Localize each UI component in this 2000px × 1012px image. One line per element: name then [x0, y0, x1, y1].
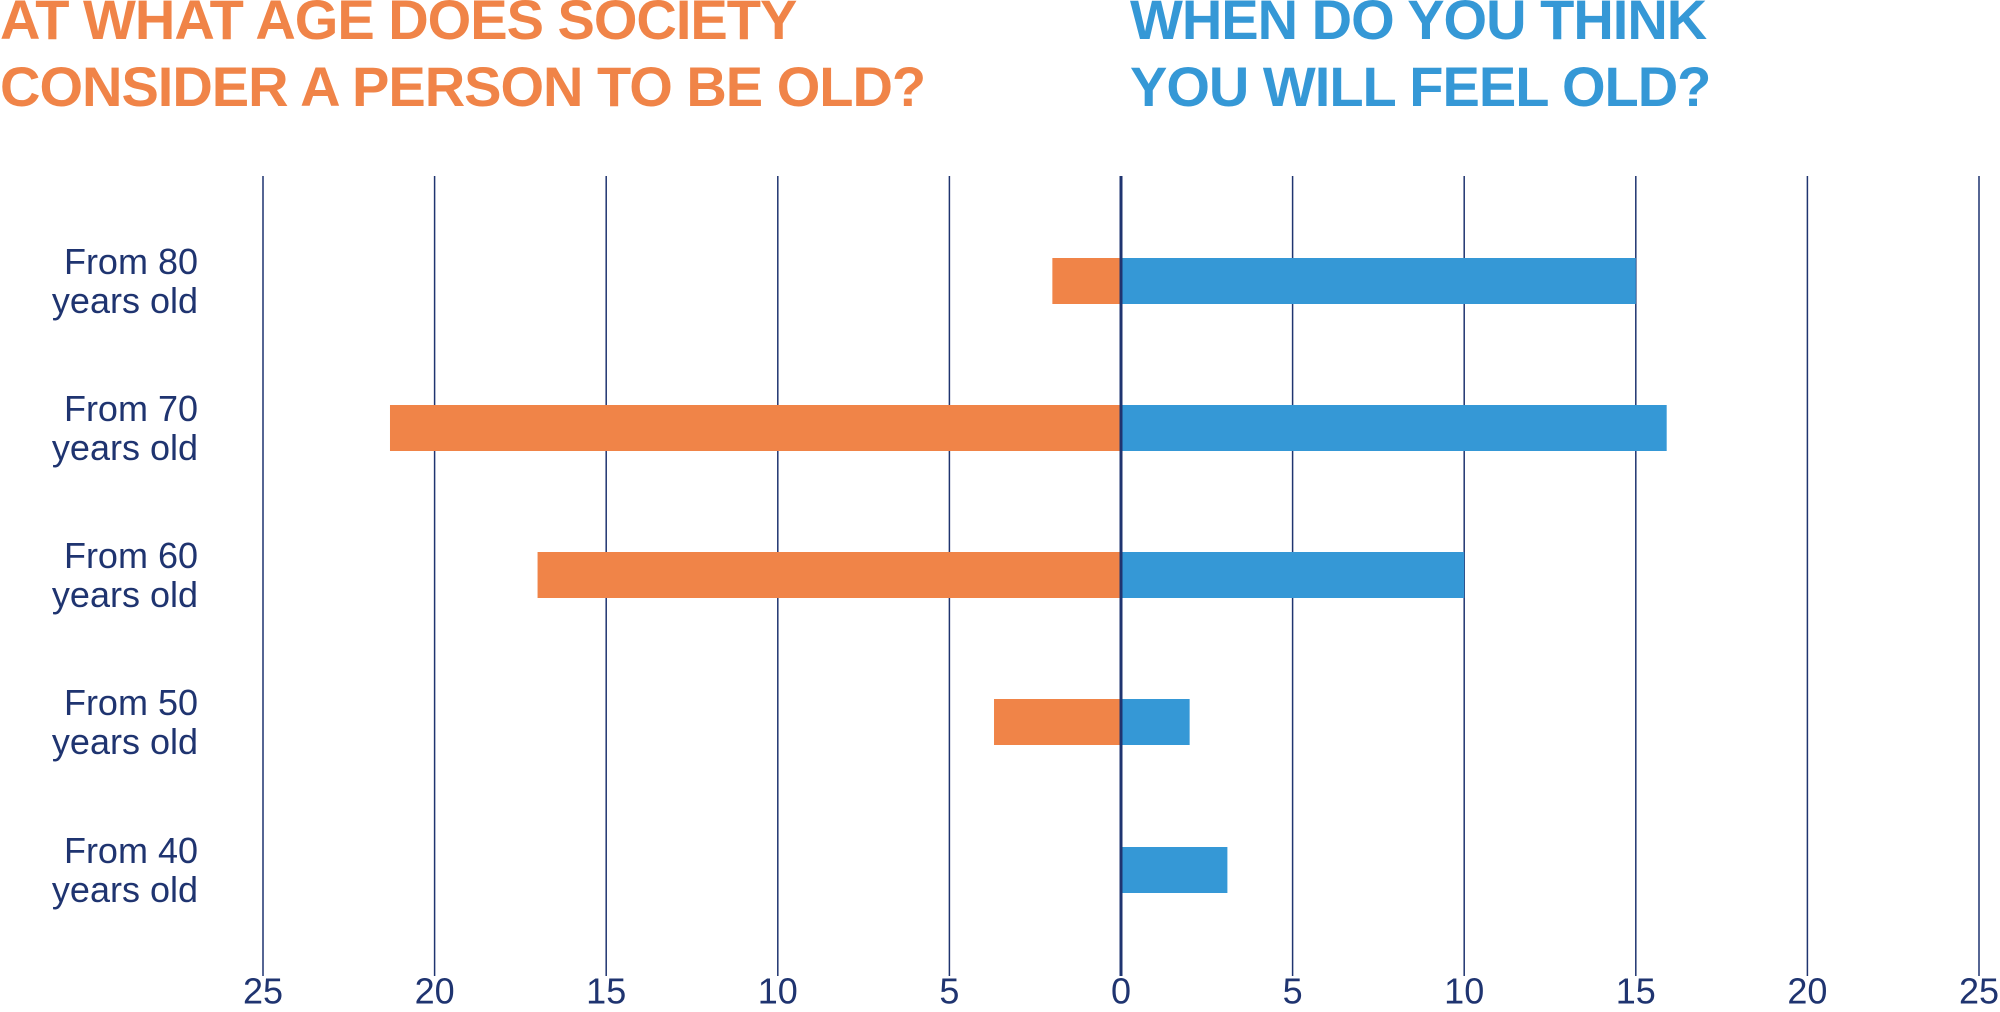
bar: [1121, 405, 1667, 451]
bar: [1121, 847, 1228, 893]
x-tick-label: 0: [1111, 971, 1131, 1012]
bar: [389, 405, 1121, 451]
x-tick-label: 15: [1616, 971, 1656, 1012]
category-label: From 40 years old: [51, 830, 198, 910]
category-label: From 70 years old: [51, 388, 198, 468]
bar: [1121, 699, 1190, 745]
x-tick-label: 5: [939, 971, 959, 1012]
x-tick-label: 20: [415, 971, 455, 1012]
category-label: From 80 years old: [51, 241, 198, 321]
x-tick-label: 25: [1959, 971, 1999, 1012]
bar: [1052, 258, 1121, 304]
left-title: AT WHAT AGE DOES SOCIETY CONSIDER A PERS…: [0, 0, 926, 118]
bar: [1121, 552, 1465, 598]
bar: [537, 552, 1121, 598]
x-tick-label: 15: [586, 971, 626, 1012]
x-tick-label: 10: [1444, 971, 1484, 1012]
bar: [1121, 258, 1636, 304]
category-label: From 60 years old: [51, 535, 198, 615]
x-tick-label: 10: [758, 971, 798, 1012]
x-tick-label: 25: [243, 971, 283, 1012]
x-tick-label: 20: [1787, 971, 1827, 1012]
bar: [994, 699, 1121, 745]
category-label: From 50 years old: [51, 682, 198, 762]
x-tick-label: 5: [1283, 971, 1303, 1012]
right-title: WHEN DO YOU THINK YOU WILL FEEL OLD?: [1130, 0, 1711, 118]
